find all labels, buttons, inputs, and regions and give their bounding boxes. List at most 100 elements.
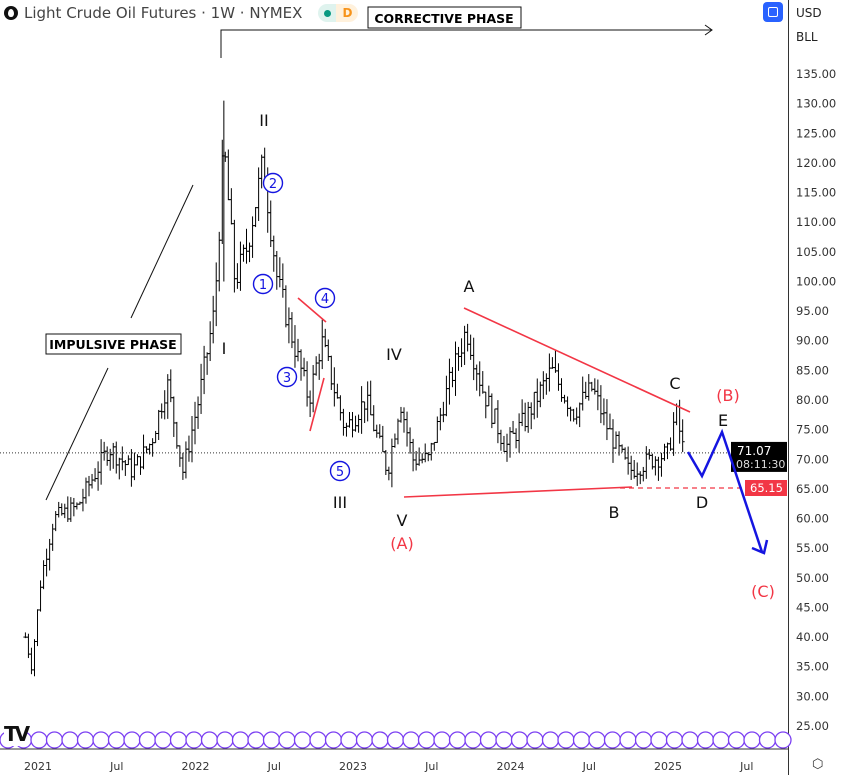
event-icon xyxy=(727,731,746,749)
wave-c-label: C xyxy=(669,374,680,393)
status-badge[interactable]: D xyxy=(318,4,359,22)
wave-I-label: I xyxy=(222,339,227,358)
subwave-2-label: 2 xyxy=(269,177,277,192)
wave-B-major-label: (B) xyxy=(716,386,739,405)
price-tick-label: 70.00 xyxy=(796,452,829,466)
event-icon xyxy=(278,731,296,749)
price-tick-label: 105.00 xyxy=(796,245,836,259)
price-tick-label: 80.00 xyxy=(796,393,829,407)
event-icon xyxy=(665,731,684,749)
tradingview-logo[interactable]: TV xyxy=(4,722,30,746)
time-tick-label: Jul xyxy=(267,760,281,773)
corrective-arrow xyxy=(220,24,713,58)
event-icon xyxy=(603,731,622,749)
event-icon xyxy=(619,731,637,749)
event-icon xyxy=(386,731,405,749)
event-icon xyxy=(45,731,64,749)
subwave-1-label: 1 xyxy=(259,278,267,293)
price-tick-label: 100.00 xyxy=(796,274,836,288)
level-label: 65.15 xyxy=(750,481,783,495)
subwave-2-circle xyxy=(262,172,284,194)
corrective-box xyxy=(367,6,522,29)
event-icon xyxy=(355,731,374,749)
time-tick-label: 2021 xyxy=(24,760,52,773)
subwave-3-label: 3 xyxy=(283,371,291,386)
subwave-5-label: 5 xyxy=(336,465,344,480)
oil-drop-icon xyxy=(4,6,18,20)
unit-selector[interactable]: BLL xyxy=(796,30,818,44)
ohlc-bars xyxy=(23,100,685,677)
wave-e-label: E xyxy=(718,411,728,430)
event-icon xyxy=(479,731,498,749)
event-icon xyxy=(154,731,172,749)
event-icon xyxy=(650,731,668,749)
wave-V-label: V xyxy=(397,511,408,530)
market-open-icon xyxy=(318,4,337,22)
subwave-4-circle xyxy=(314,287,336,309)
last-price-label: 71.07 xyxy=(737,444,771,458)
settings-icon[interactable]: ⬡ xyxy=(812,757,824,772)
time-tick-label: 2024 xyxy=(497,760,525,773)
price-tick-label: 55.00 xyxy=(796,541,829,555)
price-tick-label: 40.00 xyxy=(796,630,829,644)
event-icon xyxy=(417,731,436,749)
time-tick-label: Jul xyxy=(424,760,438,773)
event-icon xyxy=(216,731,234,749)
price-axis[interactable] xyxy=(788,0,845,775)
time-tick-label: Jul xyxy=(582,760,596,773)
price-tick-label: 95.00 xyxy=(796,304,829,318)
event-icons-row xyxy=(0,731,792,749)
event-icon xyxy=(262,731,281,749)
wave-d-label: D xyxy=(696,493,708,512)
price-tick-label: 30.00 xyxy=(796,689,829,703)
event-icon xyxy=(541,731,560,749)
time-axis-ticks: 2021 Jul 2022 Jul 2023 Jul 2024 Jul 2025 Jul xyxy=(0,748,788,773)
countdown-label: 08:11:30 xyxy=(736,458,785,471)
chart-header: Light Crude Oil Futures · 1W · NYMEX D xyxy=(4,4,359,22)
impulsive-label: IMPULSIVE PHASE xyxy=(49,337,176,352)
event-icon xyxy=(231,731,250,749)
price-tick-label: 60.00 xyxy=(796,512,829,526)
event-icon xyxy=(185,731,203,749)
wedge-line-lower xyxy=(309,377,325,432)
event-icon xyxy=(712,731,730,749)
event-icon xyxy=(526,731,544,749)
price-axis-ticks: 135.00 130.00 125.00 120.00 115.00 110.00 105.… xyxy=(796,67,836,733)
time-tick-label: 2022 xyxy=(182,760,210,773)
currency-selector[interactable]: USD xyxy=(796,6,822,20)
event-icon xyxy=(743,731,761,749)
projection-path xyxy=(686,428,769,555)
price-tick-label: 35.00 xyxy=(796,660,829,674)
subwave-1-circle xyxy=(252,273,274,295)
event-icon xyxy=(61,731,79,749)
event-icon xyxy=(681,731,699,749)
wave-A-major-label: (A) xyxy=(390,534,413,553)
price-tick-label: 130.00 xyxy=(796,97,836,111)
price-tick-label: 65.00 xyxy=(796,482,829,496)
symbol-title[interactable]: Light Crude Oil Futures · 1W · NYMEX xyxy=(24,4,303,22)
event-icon xyxy=(293,731,312,749)
event-icon xyxy=(92,731,110,749)
event-icon xyxy=(309,731,327,749)
event-icon xyxy=(123,731,141,749)
last-price-label-bg xyxy=(731,441,787,472)
corrective-label: CORRECTIVE PHASE xyxy=(374,11,513,26)
price-tick-label: 115.00 xyxy=(796,186,836,200)
subwave-4-label: 4 xyxy=(321,292,329,307)
price-tick-label: 90.00 xyxy=(796,334,829,348)
event-icon xyxy=(30,731,48,749)
event-icon xyxy=(76,731,95,749)
event-icon xyxy=(588,731,606,749)
screenshot-button[interactable] xyxy=(763,2,783,22)
event-icon xyxy=(774,731,792,749)
event-icon xyxy=(169,731,188,749)
wave-III-label: III xyxy=(333,493,347,512)
level-label-bg xyxy=(745,480,787,497)
event-icon xyxy=(402,731,420,749)
price-tick-label: 120.00 xyxy=(796,156,836,170)
price-tick-label: 125.00 xyxy=(796,126,836,140)
time-tick-label: 2025 xyxy=(654,760,682,773)
impulse-arrow-1 xyxy=(45,367,109,501)
